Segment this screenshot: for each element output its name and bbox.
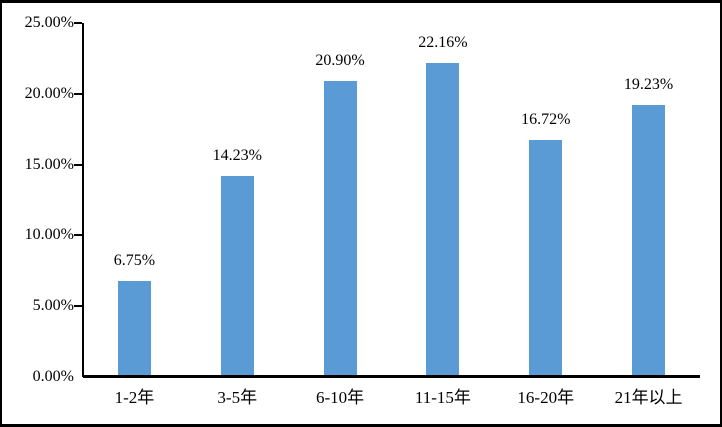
bar-4 xyxy=(529,140,563,377)
bar-2 xyxy=(323,81,357,377)
y-axis-tick-mark xyxy=(74,305,82,308)
x-axis-line xyxy=(83,375,700,378)
x-axis-tick-label: 11-15年 xyxy=(414,388,471,407)
y-axis-line xyxy=(82,23,84,377)
x-axis-tick-label: 21年以上 xyxy=(614,388,683,407)
y-axis-tick-label: 20.00% xyxy=(24,84,74,102)
bar-3 xyxy=(426,63,460,377)
y-axis-tick-mark xyxy=(74,92,82,95)
bar-value-label: 22.16% xyxy=(418,34,468,52)
y-axis-tick-label: 25.00% xyxy=(24,14,74,31)
bar-value-label: 14.23% xyxy=(212,146,262,164)
bar-5 xyxy=(632,104,666,377)
y-axis-tick-label: 15.00% xyxy=(24,155,74,173)
y-axis-tick-mark xyxy=(74,22,82,24)
bar-value-label: 16.72% xyxy=(521,111,571,129)
y-axis-tick-mark xyxy=(74,163,82,166)
bar-value-label: 6.75% xyxy=(113,252,156,270)
y-axis-tick-label: 0.00% xyxy=(32,368,74,385)
x-axis-tick-label: 16-20年 xyxy=(517,388,575,407)
x-axis-tick-label: 1-2年 xyxy=(114,388,155,407)
bar-value-label: 19.23% xyxy=(623,75,674,93)
bar-1 xyxy=(220,175,254,377)
x-axis-tick-label: 3-5年 xyxy=(217,388,258,407)
bar-0 xyxy=(117,281,151,377)
y-axis-tick-mark xyxy=(74,234,82,237)
x-axis-tick-label: 6-10年 xyxy=(315,388,365,407)
y-axis-tick-label: 10.00% xyxy=(24,226,74,244)
y-axis-tick-label: 5.00% xyxy=(32,297,74,315)
bar-value-label: 20.90% xyxy=(315,52,365,70)
